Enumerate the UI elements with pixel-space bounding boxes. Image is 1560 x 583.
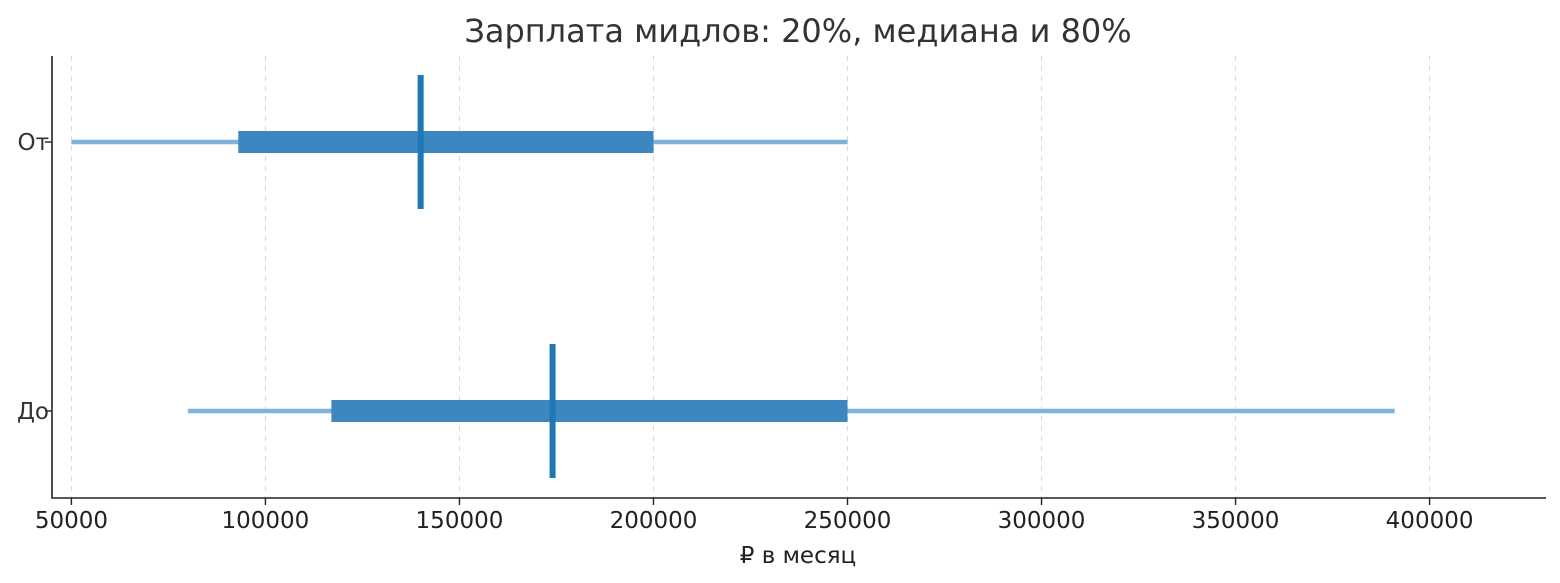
x-axis-title: ₽ в месяц: [740, 543, 856, 569]
axis-spines: [51, 56, 1546, 499]
category-label: До: [17, 399, 49, 425]
x-tick-label: 250000: [804, 508, 892, 534]
chart-title: Зарплата мидлов: 20%, медиана и 80%: [464, 12, 1131, 50]
x-tick-label: 350000: [1192, 508, 1280, 534]
range-box-20-80: [238, 131, 654, 153]
x-tick-label: 50000: [35, 508, 108, 534]
grid-lines: [70, 56, 1431, 498]
axes: 50000 100000 150000 200000 250000 300000 35000…: [17, 56, 1546, 534]
category-label: От: [17, 130, 49, 156]
range-box-20-80: [331, 400, 848, 422]
x-tick-label: 400000: [1386, 508, 1474, 534]
x-tick-label: 100000: [222, 508, 310, 534]
x-tick-label: 150000: [416, 508, 504, 534]
x-tick-label: 300000: [998, 508, 1086, 534]
x-tick-label: 200000: [610, 508, 698, 534]
range-marks: [71, 75, 1395, 478]
range-row-1: [71, 75, 848, 209]
range-row-2: [187, 344, 1395, 478]
